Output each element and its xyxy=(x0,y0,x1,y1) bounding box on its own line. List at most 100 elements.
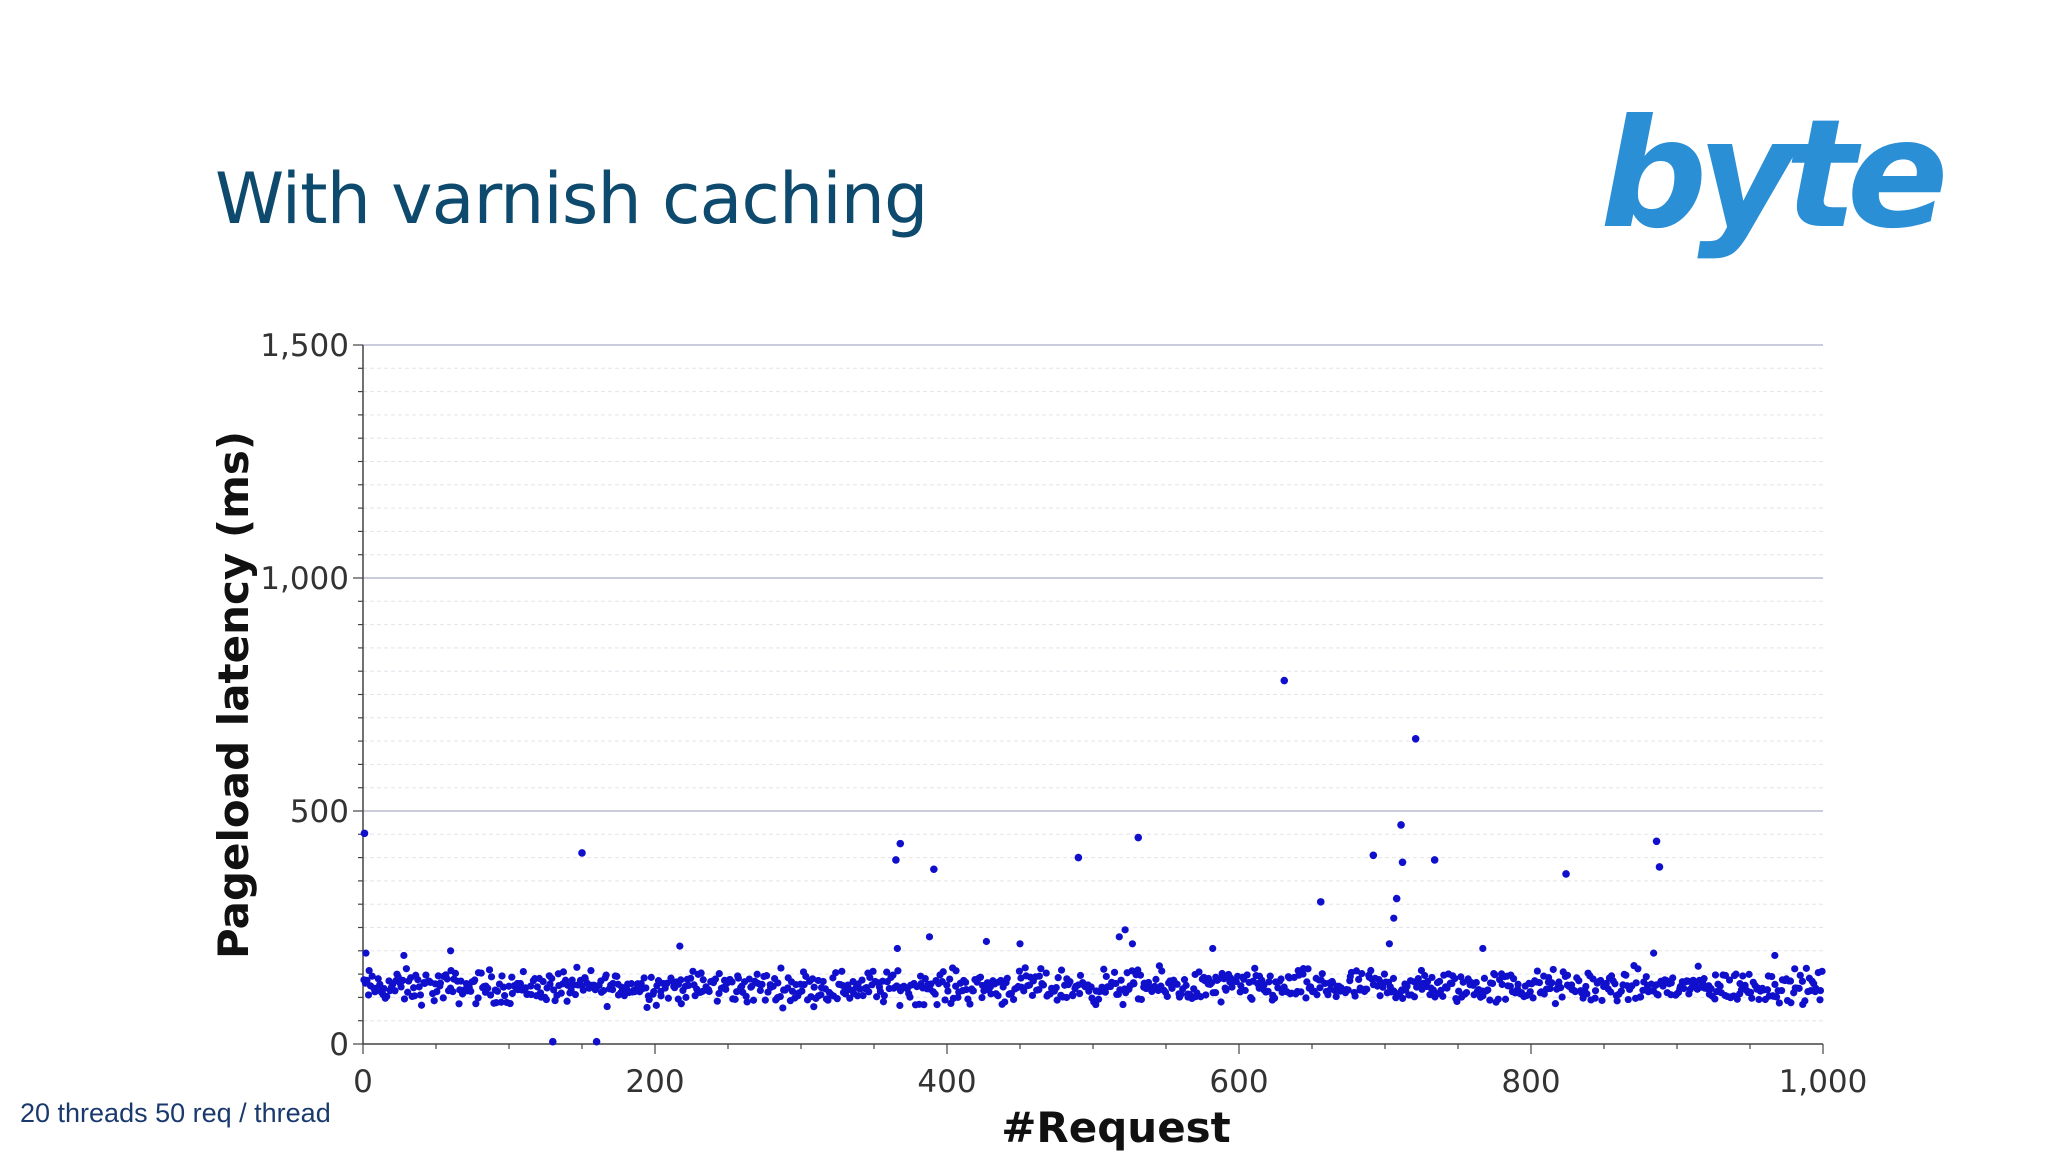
data-point xyxy=(1498,980,1506,989)
data-point xyxy=(1669,974,1677,982)
data-point xyxy=(542,995,550,1004)
data-point xyxy=(1251,964,1259,972)
data-point xyxy=(824,996,832,1004)
data-point xyxy=(1390,914,1398,922)
data-point xyxy=(637,979,645,988)
outlier-point xyxy=(1430,856,1439,864)
data-point xyxy=(1787,999,1795,1007)
data-point xyxy=(1711,971,1720,979)
data-point xyxy=(1591,987,1600,995)
data-point xyxy=(602,971,610,979)
data-point xyxy=(1632,979,1640,987)
data-point xyxy=(728,978,736,986)
data-point xyxy=(1548,979,1556,987)
data-point xyxy=(1479,944,1487,953)
data-point xyxy=(1069,992,1077,1000)
data-point xyxy=(487,973,496,981)
data-point xyxy=(410,984,418,992)
data-point xyxy=(1302,994,1310,1002)
data-point xyxy=(397,983,405,991)
outlier-point xyxy=(930,865,938,874)
data-point xyxy=(1462,988,1471,997)
data-point xyxy=(788,987,797,995)
data-point xyxy=(873,993,881,1001)
data-point xyxy=(471,976,479,984)
data-point xyxy=(1380,970,1389,978)
data-point xyxy=(1798,977,1807,985)
data-point xyxy=(422,971,430,979)
data-point xyxy=(1403,982,1411,990)
data-point xyxy=(1182,981,1190,989)
data-point xyxy=(499,983,508,991)
data-point xyxy=(1241,986,1249,995)
data-point xyxy=(374,975,382,983)
data-point xyxy=(682,993,690,1001)
data-point xyxy=(1215,975,1223,983)
data-point xyxy=(1739,972,1747,980)
data-point xyxy=(1332,992,1340,1001)
data-point xyxy=(1545,973,1553,982)
data-point xyxy=(1598,996,1606,1005)
data-point xyxy=(1035,972,1043,980)
data-point xyxy=(685,981,693,990)
data-point xyxy=(859,992,867,1000)
byte-logo: byte xyxy=(1600,88,1949,262)
data-point xyxy=(516,979,524,988)
data-point xyxy=(365,966,373,975)
data-point xyxy=(404,988,412,996)
data-point xyxy=(976,973,985,981)
data-point xyxy=(1130,980,1138,988)
x-tick-label: 400 xyxy=(917,1064,976,1100)
data-point xyxy=(1039,981,1048,989)
data-point xyxy=(749,996,758,1004)
data-point xyxy=(687,974,695,982)
data-point xyxy=(1009,995,1018,1004)
tick-labels: 0 500 1,000 1,500 0 200 400 600 800 1,000 xyxy=(260,328,1867,1100)
data-point xyxy=(676,942,684,950)
outlier-point xyxy=(1134,833,1143,842)
data-point xyxy=(1778,986,1786,995)
data-point xyxy=(1786,977,1795,985)
data-point xyxy=(1115,933,1123,941)
data-point xyxy=(1163,992,1171,1001)
data-point xyxy=(1514,980,1522,988)
outlier-point xyxy=(549,1037,557,1046)
data-point xyxy=(430,997,438,1005)
data-point xyxy=(657,992,665,1000)
y-tick-label: 1,500 xyxy=(260,328,349,364)
outlier-point xyxy=(1655,863,1664,871)
data-point xyxy=(642,984,650,992)
data-point xyxy=(802,972,810,980)
data-point xyxy=(447,947,455,955)
data-point xyxy=(1209,944,1217,953)
data-point xyxy=(1087,983,1095,991)
data-point xyxy=(758,980,766,988)
data-point xyxy=(1003,974,1011,982)
data-point xyxy=(1555,978,1563,986)
data-point xyxy=(1264,987,1272,995)
data-point xyxy=(603,1002,611,1011)
data-point xyxy=(564,981,572,989)
data-point xyxy=(563,997,571,1005)
data-point xyxy=(722,985,730,993)
data-point xyxy=(477,969,485,977)
data-point xyxy=(869,967,877,975)
footnote: 20 threads 50 req / thread xyxy=(20,1098,331,1128)
data-point xyxy=(571,990,580,999)
x-axis-title: #Request xyxy=(1001,1103,1231,1152)
data-point xyxy=(559,968,568,976)
data-point xyxy=(1152,975,1160,983)
data-point xyxy=(1313,991,1321,999)
data-point xyxy=(1324,991,1332,999)
data-point xyxy=(774,979,782,987)
data-point xyxy=(548,974,556,983)
data-point xyxy=(1509,975,1518,983)
data-point xyxy=(1772,993,1781,1001)
data-point xyxy=(417,1001,426,1009)
data-point xyxy=(1488,979,1497,988)
data-point xyxy=(1796,971,1804,979)
x-tick-label: 800 xyxy=(1501,1064,1560,1100)
data-point xyxy=(1746,988,1755,996)
data-point xyxy=(1076,971,1085,980)
data-point xyxy=(1277,975,1285,983)
